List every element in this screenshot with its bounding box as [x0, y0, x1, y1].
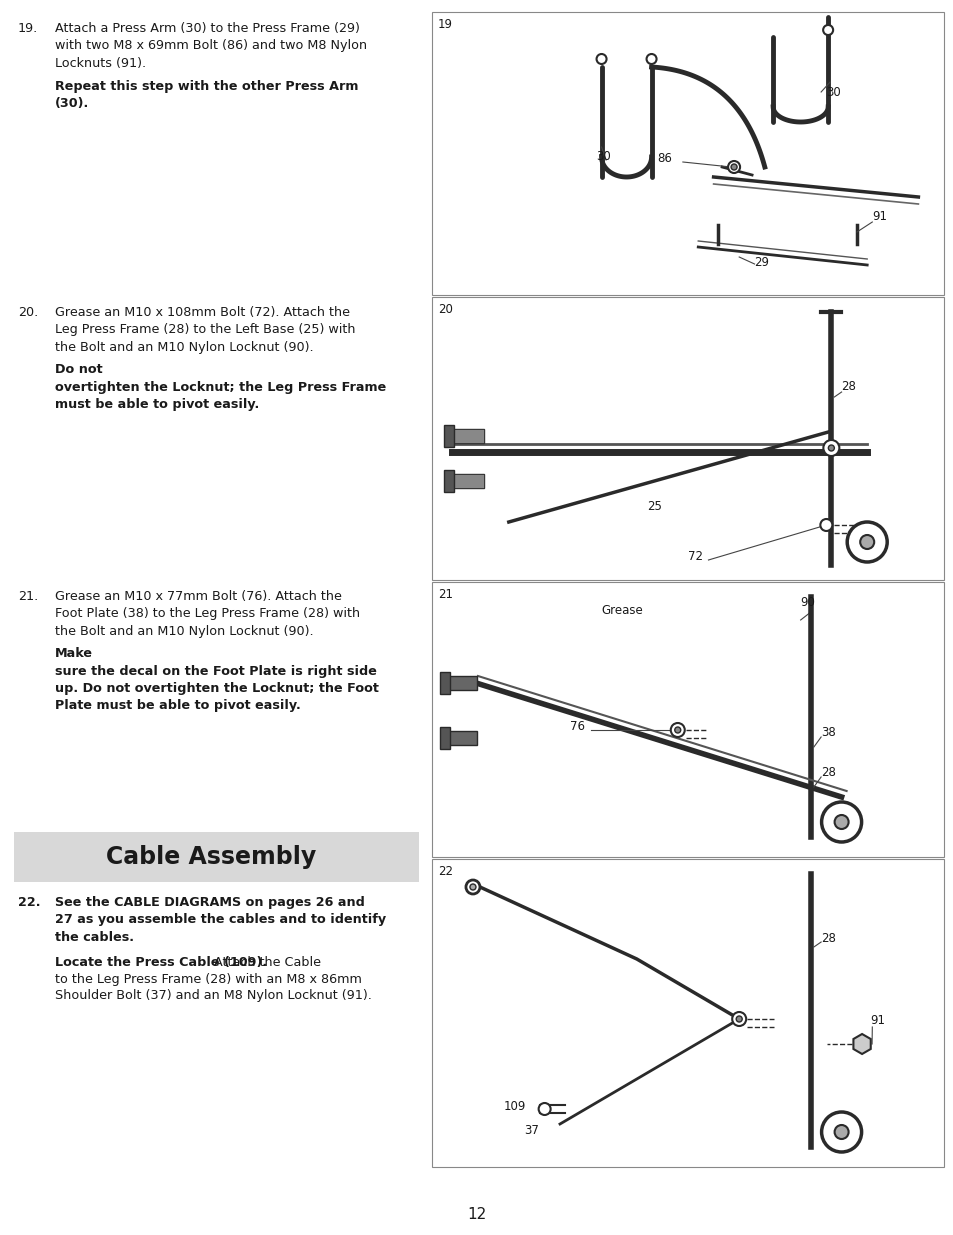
Circle shape — [727, 161, 740, 173]
Bar — [432, 296, 943, 580]
Circle shape — [821, 802, 861, 842]
Text: to the Leg Press Frame (28) with an M8 x 86mm: to the Leg Press Frame (28) with an M8 x… — [55, 973, 361, 986]
Text: 12: 12 — [467, 1207, 486, 1221]
Circle shape — [834, 1125, 848, 1139]
Text: 25: 25 — [646, 500, 661, 514]
Text: Repeat this step with the other Press Arm
(30).: Repeat this step with the other Press Ar… — [55, 80, 358, 110]
Text: 28: 28 — [821, 932, 835, 946]
Bar — [452, 429, 483, 443]
Text: 28: 28 — [821, 766, 835, 778]
Circle shape — [596, 54, 606, 64]
Bar — [432, 12, 943, 295]
Text: See the CABLE DIAGRAMS on pages 26 and
27 as you assemble the cables and to iden: See the CABLE DIAGRAMS on pages 26 and 2… — [55, 897, 386, 944]
Circle shape — [860, 535, 873, 550]
Text: Attach a Press Arm (30) to the Press Frame (29)
with two M8 x 69mm Bolt (86) and: Attach a Press Arm (30) to the Press Fra… — [55, 22, 367, 70]
Circle shape — [670, 722, 684, 737]
Text: 109: 109 — [503, 1100, 525, 1114]
Bar — [452, 474, 483, 488]
Text: 30: 30 — [596, 151, 610, 163]
Text: Shoulder Bolt (37) and an M8 Nylon Locknut (91).: Shoulder Bolt (37) and an M8 Nylon Lockn… — [55, 989, 372, 1002]
Text: Do not
overtighten the Locknut; the Leg Press Frame
must be able to pivot easily: Do not overtighten the Locknut; the Leg … — [55, 363, 386, 411]
Text: 38: 38 — [821, 725, 835, 739]
Circle shape — [821, 1112, 861, 1152]
Text: 86: 86 — [657, 152, 672, 165]
Text: Grease an M10 x 108mm Bolt (72). Attach the
Leg Press Frame (28) to the Left Bas: Grease an M10 x 108mm Bolt (72). Attach … — [55, 306, 355, 354]
Circle shape — [470, 884, 476, 890]
Circle shape — [827, 445, 834, 451]
Bar — [14, 832, 418, 882]
Text: 21.: 21. — [18, 590, 38, 603]
Circle shape — [465, 881, 479, 894]
Circle shape — [538, 1103, 550, 1115]
Text: 19: 19 — [437, 19, 453, 31]
Text: 22: 22 — [437, 864, 453, 878]
Text: Grease an M10 x 77mm Bolt (76). Attach the
Foot Plate (38) to the Leg Press Fram: Grease an M10 x 77mm Bolt (76). Attach t… — [55, 590, 359, 638]
Bar — [447, 731, 476, 745]
Bar — [439, 672, 450, 694]
Text: 90: 90 — [800, 597, 815, 609]
Bar — [443, 425, 454, 447]
Text: 76: 76 — [570, 720, 584, 734]
Text: Cable Assembly: Cable Assembly — [107, 845, 316, 869]
Circle shape — [730, 164, 737, 170]
Text: 21: 21 — [437, 588, 453, 601]
Text: Attach the Cable: Attach the Cable — [210, 956, 320, 969]
Text: 72: 72 — [687, 551, 702, 563]
Bar — [443, 471, 454, 492]
Text: Grease: Grease — [600, 604, 642, 618]
Text: 22.: 22. — [18, 897, 40, 909]
Text: 30: 30 — [825, 85, 841, 99]
Bar — [447, 676, 476, 690]
Bar — [452, 429, 483, 443]
Circle shape — [820, 519, 831, 531]
Circle shape — [846, 522, 886, 562]
Bar — [452, 474, 483, 488]
Text: Make
sure the decal on the Foot Plate is right side
up. Do not overtighten the L: Make sure the decal on the Foot Plate is… — [55, 647, 378, 713]
Bar — [432, 582, 943, 857]
Circle shape — [736, 1016, 741, 1023]
Bar — [432, 860, 943, 1167]
Text: 91: 91 — [871, 210, 886, 224]
Text: 28: 28 — [841, 380, 856, 394]
Text: 29: 29 — [754, 256, 769, 268]
Text: Locate the Press Cable (109).: Locate the Press Cable (109). — [55, 956, 267, 969]
Circle shape — [646, 54, 656, 64]
Circle shape — [822, 440, 839, 456]
Text: 19.: 19. — [18, 22, 38, 35]
Text: 37: 37 — [523, 1125, 538, 1137]
Text: 91: 91 — [869, 1014, 883, 1028]
Circle shape — [822, 25, 832, 35]
Bar — [439, 727, 450, 748]
Text: 90: 90 — [862, 529, 876, 541]
Text: 20: 20 — [437, 303, 453, 316]
Circle shape — [732, 1011, 745, 1026]
Circle shape — [834, 815, 848, 829]
Text: 20.: 20. — [18, 306, 38, 319]
Circle shape — [674, 727, 680, 734]
